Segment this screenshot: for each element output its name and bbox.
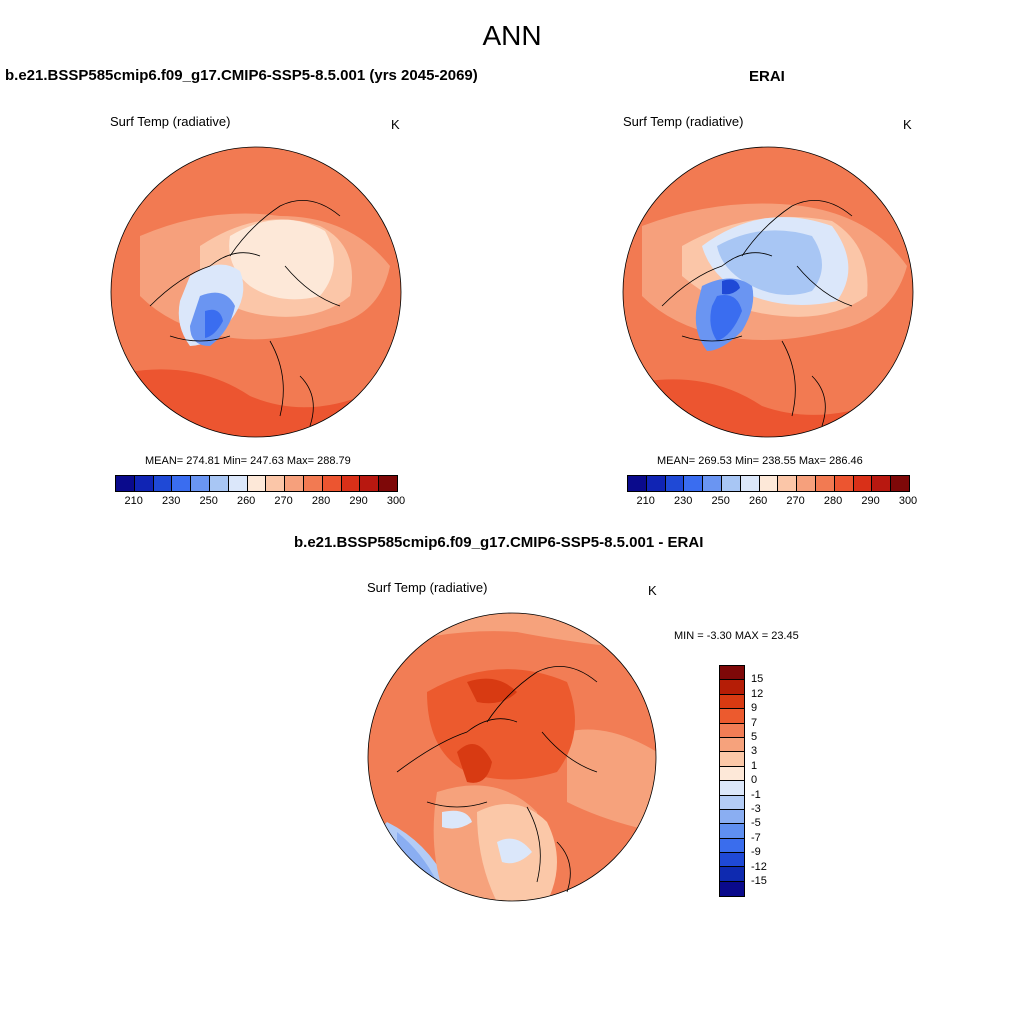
colorbar-swatch	[720, 795, 744, 810]
colorbar-tick-label: -3	[751, 803, 761, 815]
colorbar-swatch	[191, 476, 210, 491]
colorbar-tick-label: -15	[751, 875, 767, 887]
diff-colorbar	[719, 665, 745, 898]
colorbar-swatch	[891, 476, 909, 491]
colorbar-swatch	[684, 476, 704, 491]
colorbar-swatch	[172, 476, 192, 491]
colorbar-swatch	[834, 476, 854, 491]
colorbar-swatch	[285, 476, 304, 491]
page-title: ANN	[482, 20, 542, 51]
colorbar-swatch	[322, 476, 342, 491]
right-colorbar	[627, 475, 910, 492]
colorbar-swatch	[872, 476, 892, 491]
colorbar-swatch	[720, 838, 744, 854]
right-stats: MEAN= 269.53 Min= 238.55 Max= 286.46	[657, 455, 863, 467]
diff-panel-title: b.e21.BSSP585cmip6.f09_g17.CMIP6-SSP5-8.…	[294, 534, 704, 551]
colorbar-swatch	[720, 867, 744, 882]
left-polar-map	[110, 146, 402, 438]
colorbar-swatch	[303, 476, 323, 491]
colorbar-swatch	[720, 737, 744, 753]
left-units-label: K	[391, 117, 400, 132]
colorbar-swatch	[720, 666, 744, 681]
colorbar-swatch	[720, 766, 744, 782]
colorbar-tick-label: 270	[786, 495, 805, 507]
colorbar-tick-label: 1	[751, 759, 758, 772]
colorbar-tick-label: 210	[124, 495, 143, 507]
left-colorbar	[115, 475, 398, 492]
colorbar-tick-label: 5	[751, 731, 758, 743]
colorbar-tick-label: 15	[751, 673, 764, 686]
colorbar-swatch	[379, 476, 397, 491]
diff-colorbar-ticks: 15 12 9 7 5 3 1 0 -1 -3 -5 -7 -9 -12 -15	[751, 665, 781, 900]
colorbar-swatch	[134, 476, 154, 491]
colorbar-tick-label: 280	[823, 495, 843, 507]
right-panel-title: ERAI	[749, 68, 785, 85]
colorbar-swatch	[628, 476, 647, 491]
left-variable-label: Surf Temp (radiative)	[110, 114, 231, 129]
colorbar-tick-label: 7	[751, 716, 758, 729]
colorbar-swatch	[720, 781, 744, 796]
colorbar-swatch	[759, 476, 779, 491]
colorbar-swatch	[153, 476, 173, 491]
colorbar-swatch	[721, 476, 741, 491]
colorbar-tick-label: -5	[751, 817, 761, 830]
colorbar-swatch	[247, 476, 267, 491]
colorbar-tick-label: 280	[311, 495, 331, 507]
colorbar-tick-label: 230	[674, 495, 693, 507]
colorbar-swatch	[778, 476, 798, 491]
colorbar-swatch	[720, 881, 744, 897]
colorbar-tick-label: -7	[751, 831, 761, 844]
colorbar-tick-label: -12	[751, 860, 767, 873]
colorbar-tick-label: 290	[861, 495, 880, 507]
diff-variable-label: Surf Temp (radiative)	[367, 580, 488, 595]
colorbar-tick-label: 250	[199, 495, 218, 507]
diff-units-label: K	[648, 583, 657, 598]
colorbar-tick-label: 12	[751, 687, 764, 700]
colorbar-swatch	[720, 680, 744, 695]
colorbar-swatch	[720, 824, 744, 839]
colorbar-swatch	[665, 476, 685, 491]
colorbar-tick-label: 260	[748, 495, 768, 507]
colorbar-swatch	[720, 853, 744, 868]
colorbar-swatch	[703, 476, 722, 491]
colorbar-swatch	[266, 476, 286, 491]
colorbar-swatch	[740, 476, 760, 491]
colorbar-swatch	[720, 694, 744, 710]
colorbar-swatch	[720, 752, 744, 767]
right-variable-label: Surf Temp (radiative)	[623, 114, 744, 129]
colorbar-swatch	[720, 809, 744, 825]
left-panel-title: b.e21.BSSP585cmip6.f09_g17.CMIP6-SSP5-8.…	[5, 67, 478, 84]
colorbar-tick-label: 0	[751, 774, 758, 787]
colorbar-swatch	[228, 476, 248, 491]
colorbar-tick-label: 210	[636, 495, 655, 507]
colorbar-swatch	[797, 476, 816, 491]
colorbar-swatch	[853, 476, 873, 491]
colorbar-tick-label: 230	[162, 495, 181, 507]
colorbar-swatch	[116, 476, 135, 491]
colorbar-tick-label: 250	[711, 495, 730, 507]
colorbar-tick-label: 3	[751, 745, 758, 758]
colorbar-tick-label: 290	[349, 495, 368, 507]
colorbar-tick-label: 270	[274, 495, 293, 507]
colorbar-swatch	[341, 476, 361, 491]
right-units-label: K	[903, 117, 912, 132]
colorbar-tick-label: -1	[751, 788, 761, 801]
colorbar-swatch	[720, 723, 744, 738]
colorbar-swatch	[646, 476, 666, 491]
colorbar-swatch	[360, 476, 380, 491]
colorbar-tick-label: -9	[751, 846, 761, 859]
colorbar-tick-label: 300	[898, 495, 918, 507]
colorbar-tick-label: 260	[236, 495, 256, 507]
colorbar-swatch	[720, 709, 744, 724]
colorbar-tick-label: 9	[751, 702, 758, 715]
colorbar-swatch	[209, 476, 229, 491]
colorbar-swatch	[815, 476, 835, 491]
diff-polar-map	[367, 612, 657, 902]
right-polar-map	[622, 146, 914, 438]
diff-stats: MIN = -3.30 MAX = 23.45	[674, 630, 799, 642]
left-stats: MEAN= 274.81 Min= 247.63 Max= 288.79	[145, 455, 351, 467]
colorbar-tick-label: 300	[386, 495, 406, 507]
